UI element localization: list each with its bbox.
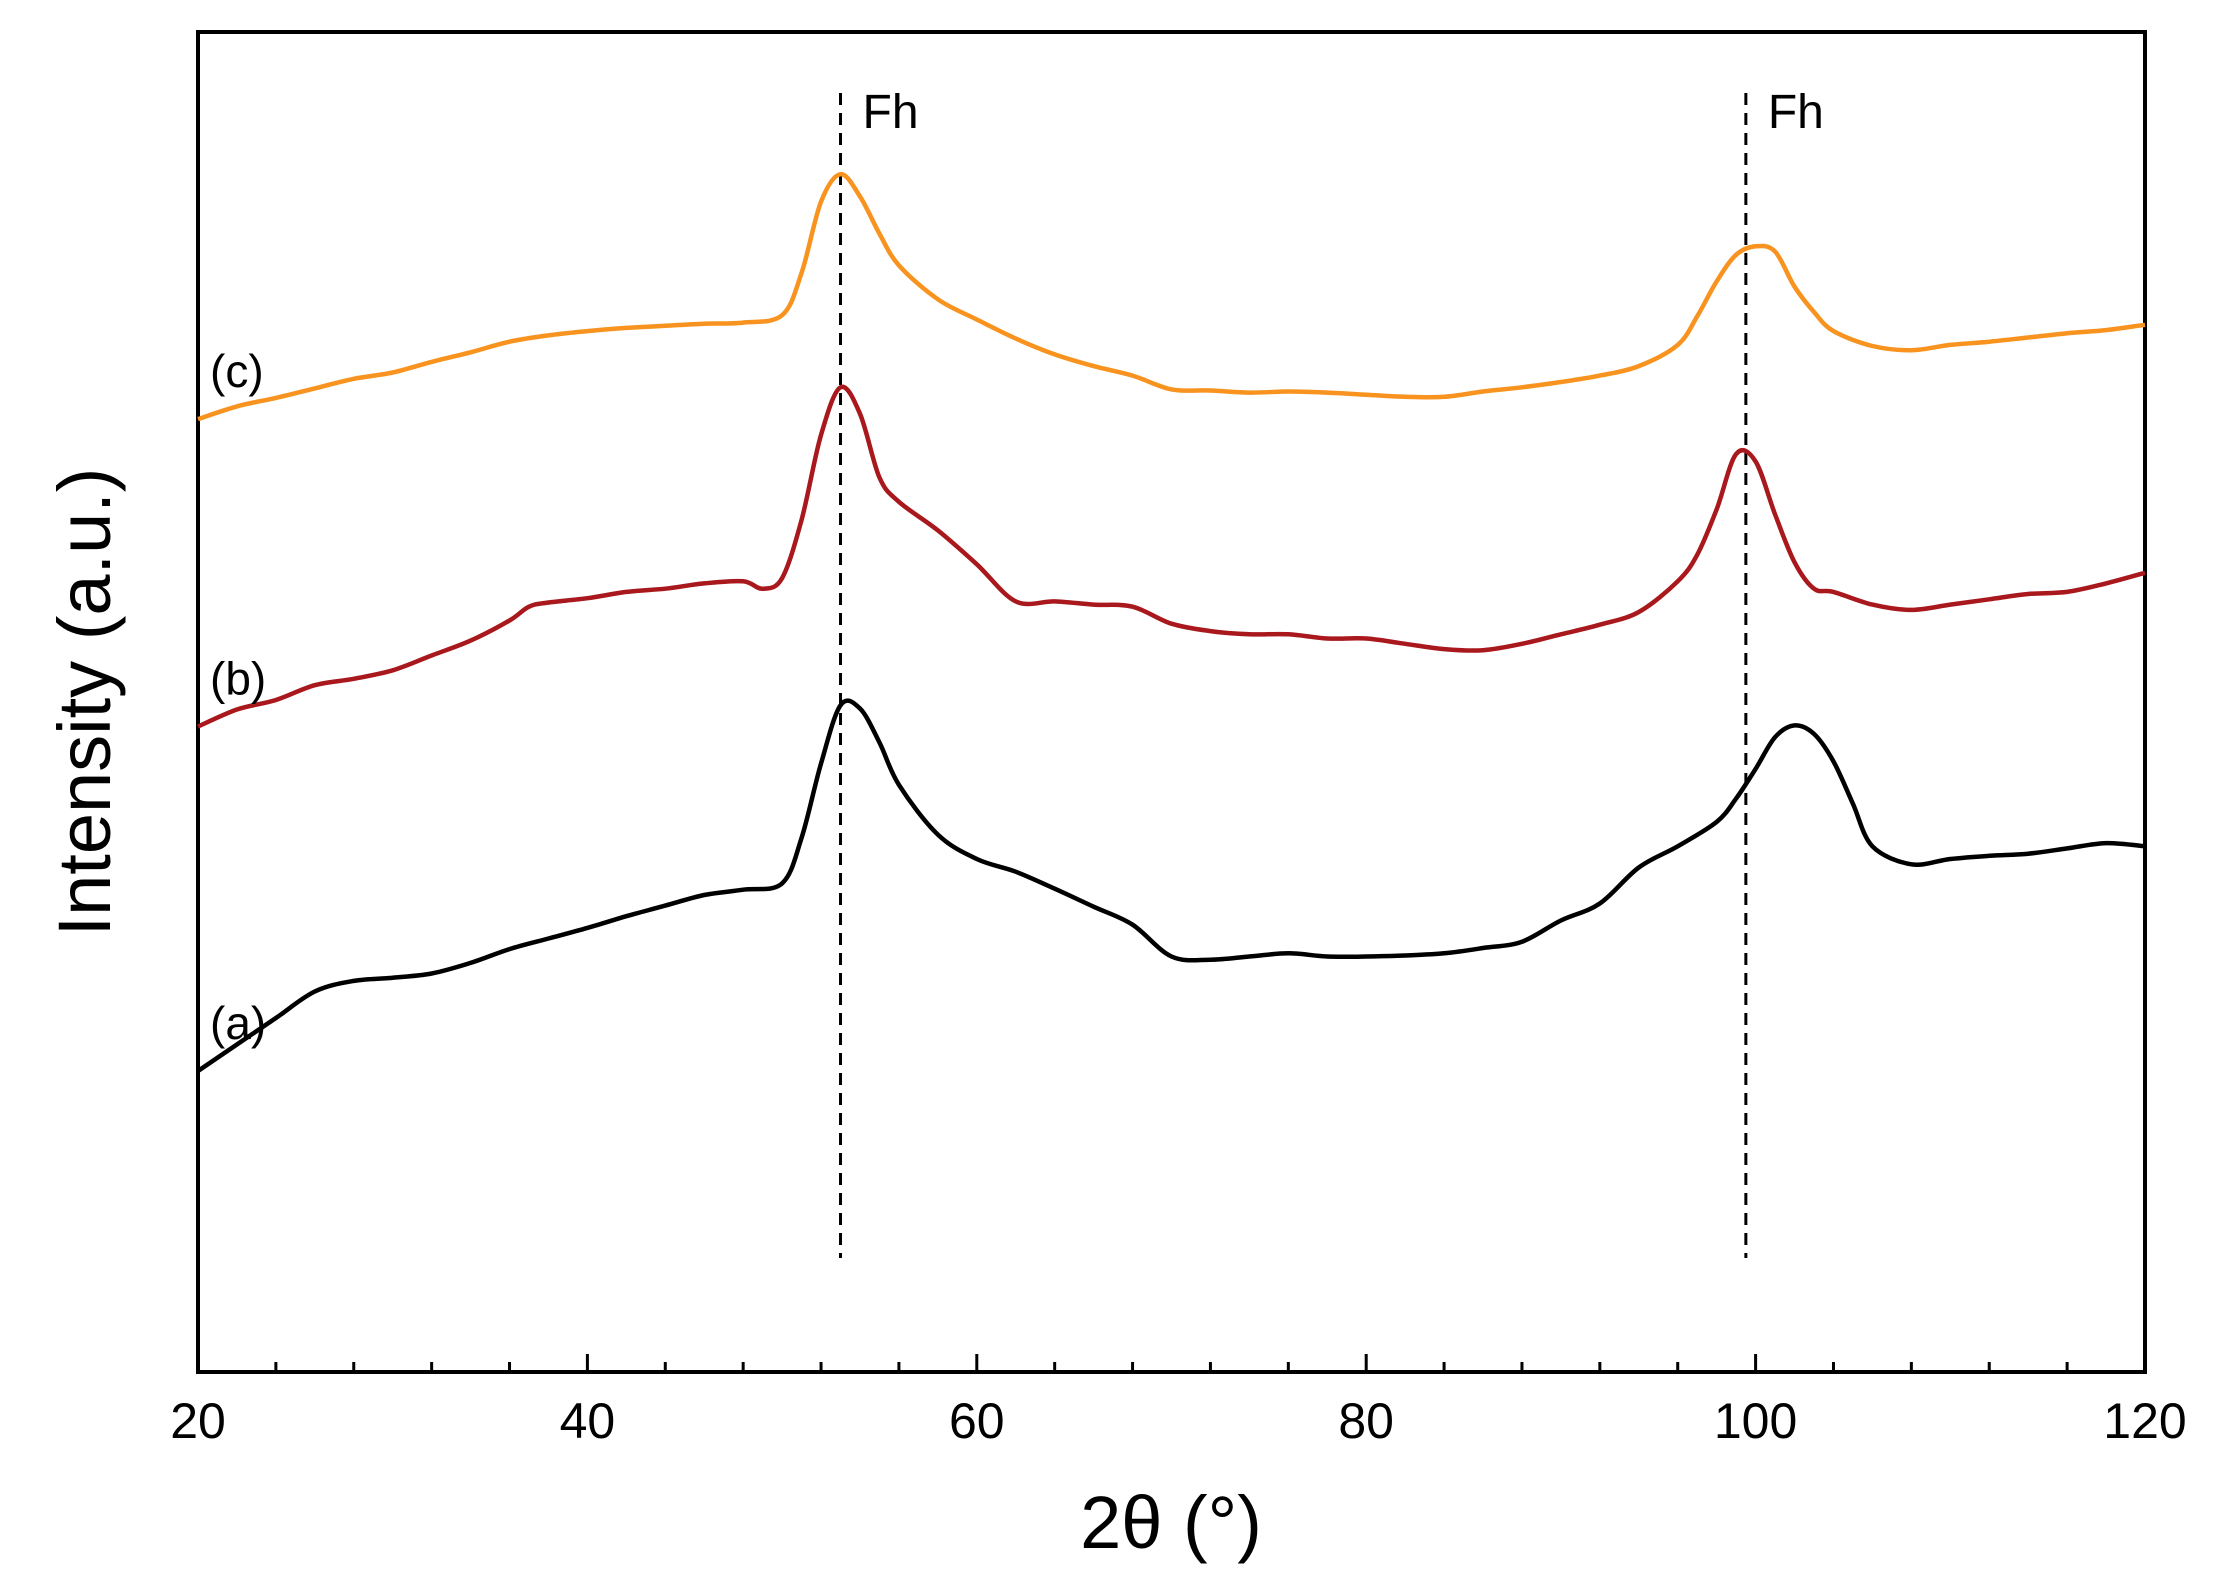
series-3-line	[197, 171, 2146, 422]
x-axis-title: 2θ (°)	[1080, 1481, 1262, 1564]
series-3-label: (c)	[210, 345, 264, 397]
reference-label-1: Fh	[863, 86, 919, 139]
series-2-label: (b)	[210, 653, 266, 705]
x-axis-ticks	[196, 1354, 2147, 1372]
x-axis-tick-labels: 20 40 60 80 100 120	[170, 1393, 2187, 1449]
series-labels: (a) (b) (c)	[210, 345, 266, 1049]
series-group	[196, 171, 2146, 1073]
reference-label-2: Fh	[1768, 86, 1824, 139]
series-2-line	[197, 384, 2146, 729]
x-tick-label-60: 60	[949, 1393, 1005, 1449]
x-tick-label-100: 100	[1714, 1393, 1797, 1449]
x-tick-label-120: 120	[2103, 1393, 2186, 1449]
x-tick-label-80: 80	[1338, 1393, 1394, 1449]
y-axis-title: Intensity (a.u.)	[43, 468, 126, 937]
series-1-line	[196, 698, 2146, 1073]
plot-frame	[196, 30, 2147, 1374]
x-tick-label-40: 40	[560, 1393, 616, 1449]
x-tick-label-20: 20	[170, 1393, 226, 1449]
series-1-label: (a)	[210, 997, 266, 1049]
reference-lines: Fh Fh	[839, 86, 1824, 1258]
